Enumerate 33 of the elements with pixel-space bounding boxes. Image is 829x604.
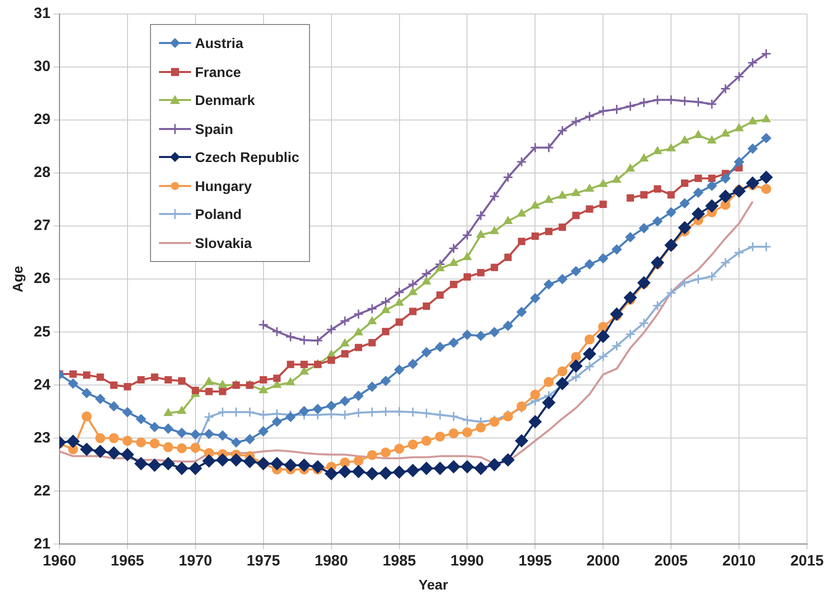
x-tick-label: 1970 [178,552,212,570]
y-tick-label: 21 [34,535,50,552]
legend-label: Slovakia [195,234,252,251]
y-tick-label: 29 [34,111,50,128]
y-tick-label: 24 [34,376,52,394]
x-tick-label: 1995 [518,552,552,570]
x-tick-label: 2015 [790,552,824,570]
x-tick-label: 1990 [450,552,484,570]
x-axis-title: Year [418,576,449,592]
legend-label: Spain [195,120,234,137]
y-tick-label: 22 [34,482,50,500]
legend-label: Czech Republic [195,149,300,166]
x-tick-label: 2005 [654,552,688,570]
legend-label: Hungary [195,178,252,194]
x-tick-label: 2000 [586,552,620,570]
legend-label: Denmark [195,92,255,108]
y-axis-title: Age [9,266,26,292]
legend-label: France [195,64,241,80]
y-tick-label: 23 [34,429,50,446]
y-tick-label: 30 [34,58,50,76]
legend-label: Poland [195,206,242,222]
y-tick-label: 26 [34,270,50,288]
x-tick-label: 1960 [42,552,76,570]
legend-label: Austria [195,35,244,52]
x-tick-label: 1980 [314,552,348,570]
x-tick-label: 1975 [246,552,280,570]
y-tick-label: 31 [34,5,50,22]
y-tick-label: 27 [34,217,50,234]
y-tick-label: 25 [34,323,50,340]
x-tick-label: 1965 [110,552,144,570]
x-tick-label: 2010 [722,552,756,570]
y-tick-label: 28 [34,164,50,182]
x-tick-label: 1985 [382,552,416,570]
